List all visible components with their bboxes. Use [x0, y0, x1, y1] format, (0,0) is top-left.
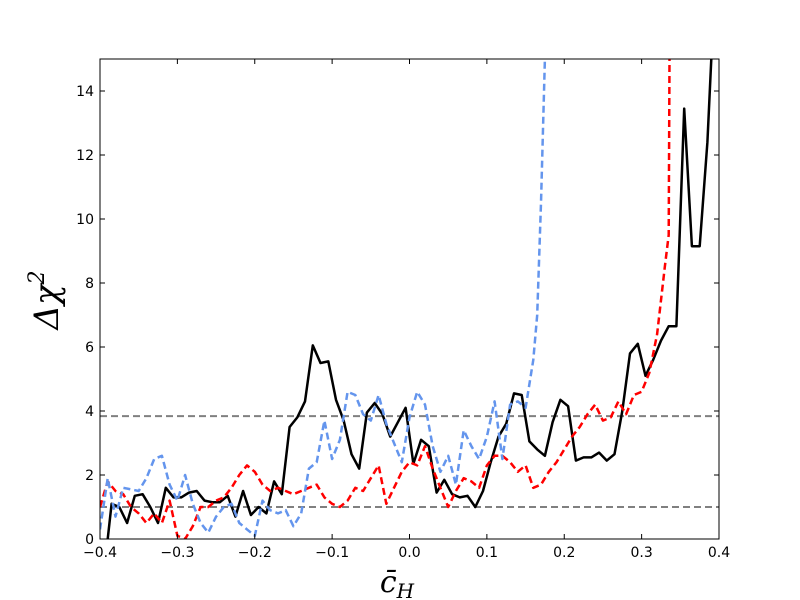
- y-tick-label: 2: [85, 468, 94, 484]
- series-line-1: [100, 59, 671, 539]
- x-tick-label: −0.2: [238, 545, 272, 561]
- x-tick-label: 0.4: [708, 545, 730, 561]
- x-tick-label: 0.3: [630, 545, 652, 561]
- y-tick-label: 14: [76, 84, 94, 100]
- x-tick-label: 0.2: [553, 545, 575, 561]
- series-group: [100, 59, 713, 539]
- y-axis-title: Δχ2: [25, 270, 67, 331]
- y-tick-label: 12: [76, 148, 94, 164]
- series-line-2: [100, 59, 547, 538]
- y-axis: 0 2 4 6 8 10 12 14: [76, 84, 719, 548]
- x-axis-title: c̄H: [380, 565, 415, 600]
- x-tick-label: −0.4: [83, 545, 117, 561]
- y-tick-label: 6: [85, 340, 94, 356]
- x-tick-label: −0.1: [315, 545, 349, 561]
- y-tick-label: 10: [76, 212, 94, 228]
- x-tick-label: 0.0: [398, 545, 420, 561]
- x-tick-label: 0.1: [476, 545, 498, 561]
- series-line-0: [106, 59, 713, 539]
- y-tick-label: 0: [85, 532, 94, 548]
- x-axis: −0.4 −0.3 −0.2 −0.1 0.0 0.1 0.2 0.3 0.4: [83, 59, 730, 561]
- plot-frame: [99, 58, 720, 540]
- y-tick-label: 4: [85, 404, 94, 420]
- y-tick-label: 8: [85, 276, 94, 292]
- x-tick-label: −0.3: [160, 545, 194, 561]
